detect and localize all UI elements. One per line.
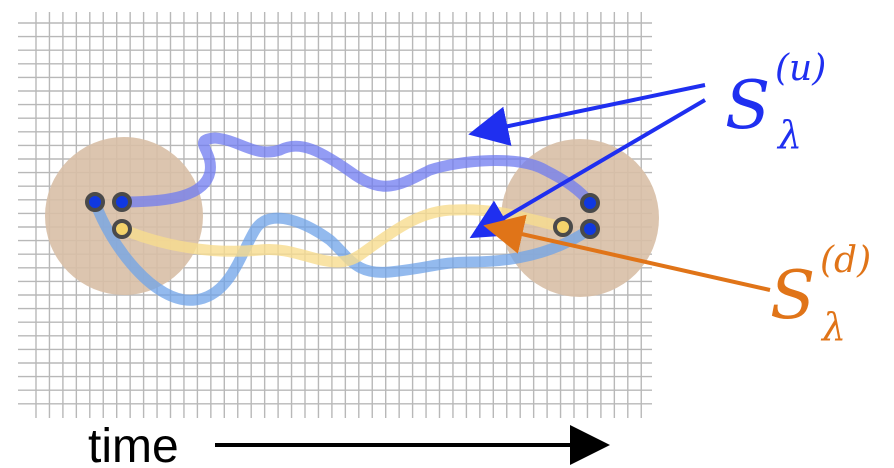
- up-arrow-lower: [469, 98, 707, 239]
- label-down-base: S: [770, 257, 815, 334]
- down-quark-dot: [112, 219, 132, 239]
- label-up-sub: λ: [776, 113, 802, 157]
- source-quarks: [85, 192, 132, 239]
- label-up-quark: S (u) λ: [725, 48, 826, 157]
- down-quark-dot: [553, 217, 573, 237]
- up-quark-path-lower: [89, 196, 596, 306]
- label-down-quark: S (d) λ: [770, 240, 871, 349]
- sink-quarks: [553, 193, 600, 239]
- source-region: [45, 137, 203, 295]
- up-quark-dot: [85, 192, 105, 212]
- label-down-sup: (d): [820, 240, 871, 281]
- up-arrow-upper: [468, 83, 706, 146]
- down-arrow: [483, 214, 771, 292]
- up-quark-path-upper: [116, 132, 596, 209]
- label-up-base: S: [725, 67, 770, 144]
- time-label: time: [88, 420, 179, 468]
- up-quark-dot: [580, 193, 600, 213]
- label-up-sup: (u): [775, 48, 826, 89]
- up-quark-dot: [112, 192, 132, 212]
- label-down-sub: λ: [820, 305, 846, 349]
- up-quark-dot: [580, 219, 600, 239]
